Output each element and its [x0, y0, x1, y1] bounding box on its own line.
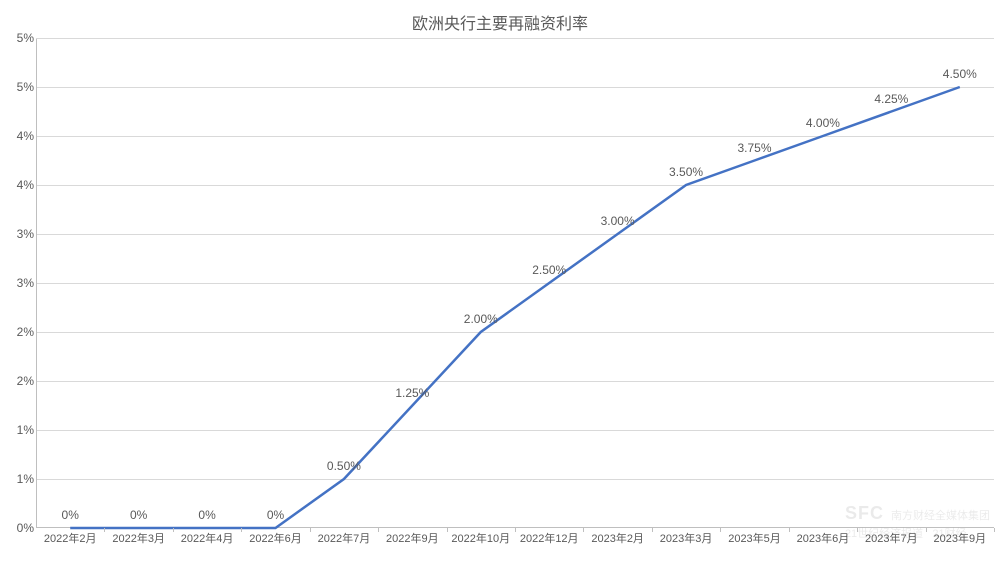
x-tick-label: 2022年7月	[318, 530, 371, 546]
x-grid-divider	[104, 528, 105, 532]
chart-title: 欧洲央行主要再融资利率	[0, 10, 1000, 34]
x-tick-label: 2023年9月	[933, 530, 986, 546]
x-grid-divider	[652, 528, 653, 532]
data-label: 0%	[267, 508, 284, 522]
y-tick-label: 3%	[6, 276, 34, 290]
data-label: 0%	[198, 508, 215, 522]
y-tick-label: 3%	[6, 227, 34, 241]
y-tick-label: 0%	[6, 521, 34, 535]
y-tick-label: 5%	[6, 80, 34, 94]
x-tick-label: 2023年6月	[797, 530, 850, 546]
y-tick-label: 2%	[6, 374, 34, 388]
y-tick-label: 2%	[6, 325, 34, 339]
y-tick-label: 1%	[6, 423, 34, 437]
x-grid-divider	[173, 528, 174, 532]
x-grid-divider	[378, 528, 379, 532]
x-grid-divider	[583, 528, 584, 532]
data-label: 2.00%	[464, 312, 498, 326]
data-label: 3.50%	[669, 165, 703, 179]
x-grid-divider	[857, 528, 858, 532]
x-tick-label: 2022年2月	[44, 530, 97, 546]
data-label: 4.25%	[874, 92, 908, 106]
data-label: 4.50%	[943, 67, 977, 81]
x-grid-divider	[241, 528, 242, 532]
data-label: 0%	[130, 508, 147, 522]
line-series	[36, 38, 994, 528]
x-tick-label: 2023年7月	[865, 530, 918, 546]
x-grid-divider	[515, 528, 516, 532]
data-label: 0%	[62, 508, 79, 522]
data-label: 4.00%	[806, 116, 840, 130]
data-label: 2.50%	[532, 263, 566, 277]
x-grid-divider	[994, 528, 995, 532]
data-label: 3.00%	[601, 214, 635, 228]
x-grid-divider	[789, 528, 790, 532]
data-label: 0.50%	[327, 459, 361, 473]
y-tick-label: 4%	[6, 178, 34, 192]
x-grid-divider	[447, 528, 448, 532]
x-grid-divider	[720, 528, 721, 532]
x-tick-label: 2023年5月	[728, 530, 781, 546]
x-tick-label: 2022年10月	[451, 530, 510, 546]
data-label: 3.75%	[737, 141, 771, 155]
x-tick-label: 2022年6月	[249, 530, 302, 546]
x-tick-label: 2022年12月	[520, 530, 579, 546]
x-tick-label: 2022年3月	[112, 530, 165, 546]
y-tick-label: 4%	[6, 129, 34, 143]
y-tick-label: 1%	[6, 472, 34, 486]
x-grid-divider	[926, 528, 927, 532]
data-label: 1.25%	[395, 386, 429, 400]
x-tick-label: 2022年9月	[386, 530, 439, 546]
x-tick-label: 2023年2月	[591, 530, 644, 546]
y-tick-label: 5%	[6, 31, 34, 45]
x-tick-label: 2023年3月	[660, 530, 713, 546]
x-grid-divider	[310, 528, 311, 532]
x-tick-label: 2022年4月	[181, 530, 234, 546]
chart-container: 欧洲央行主要再融资利率 0% 1% 1% 2% 2% 3% 3% 4% 4% 5% 5% 2022年…	[0, 0, 1000, 570]
